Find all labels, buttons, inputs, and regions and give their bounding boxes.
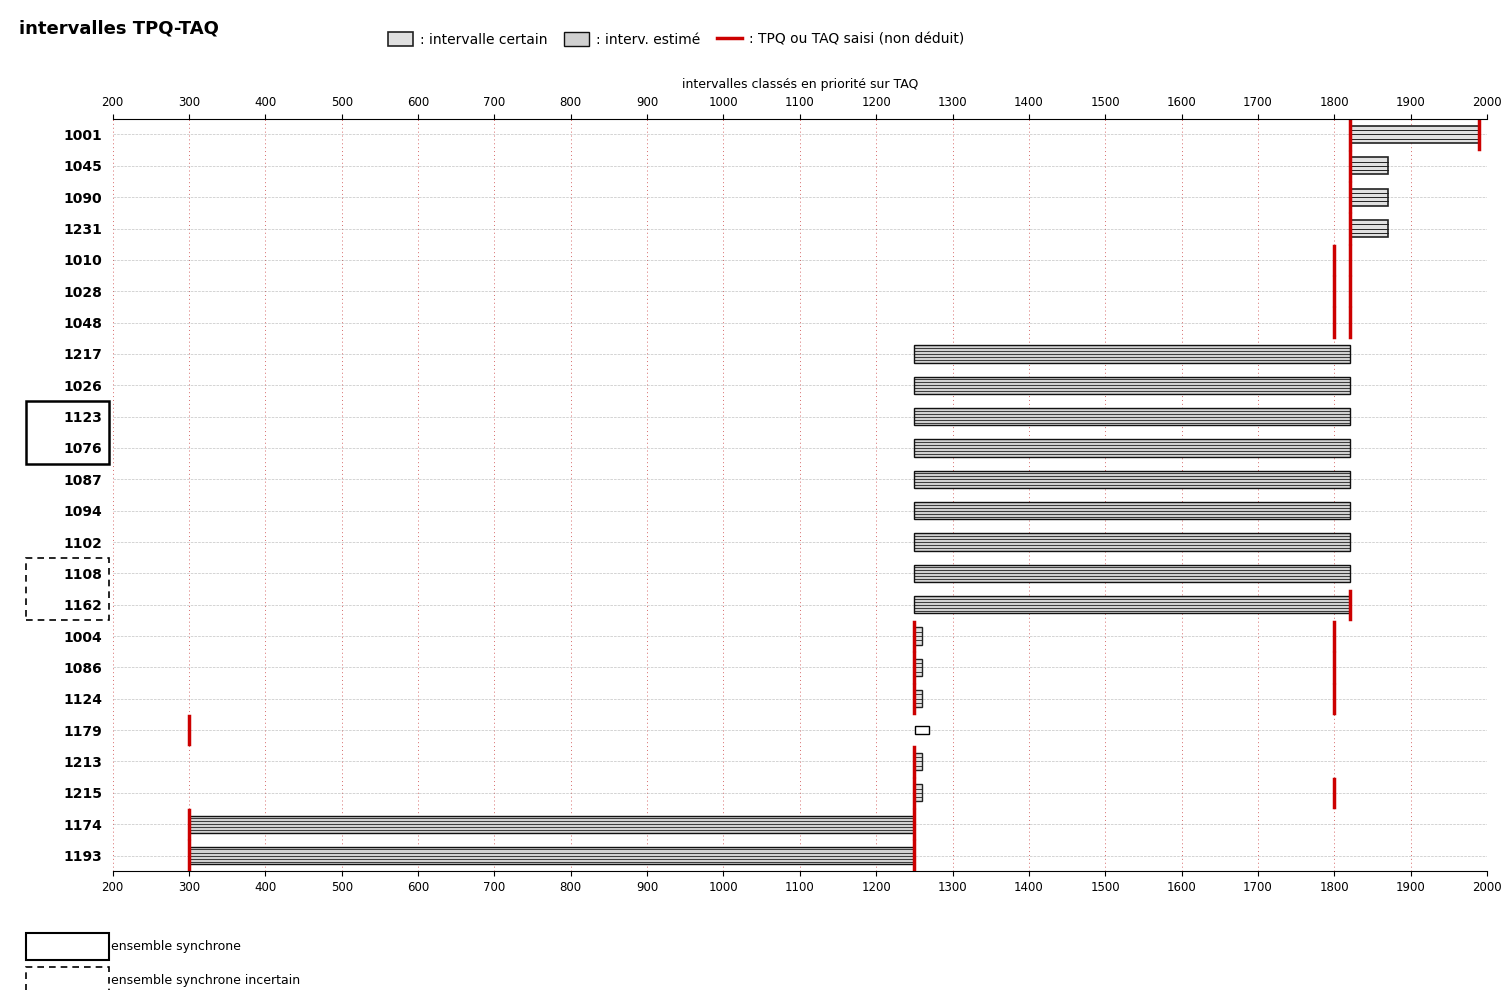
Bar (915, 440, 1350, 456)
Bar (26, 967, 108, 990)
Bar (915, 534, 1350, 550)
Bar (915, 784, 922, 802)
Bar (915, 752, 922, 770)
Bar (915, 346, 1350, 362)
X-axis label: intervalles classés en priorité sur TAQ: intervalles classés en priorité sur TAQ (682, 78, 918, 91)
Bar (915, 596, 1350, 614)
Bar (189, 846, 915, 864)
Text: ensemble synchrone: ensemble synchrone (111, 940, 242, 953)
Bar (915, 628, 922, 644)
Bar (1350, 126, 1479, 144)
Text: ensemble synchrone incertain: ensemble synchrone incertain (111, 974, 300, 987)
Bar (915, 376, 1350, 394)
Bar (915, 470, 1350, 488)
Bar (1350, 220, 1388, 238)
Text: intervalles TPQ-TAQ: intervalles TPQ-TAQ (20, 20, 219, 38)
Bar (1350, 157, 1388, 174)
Bar (915, 658, 922, 676)
Bar (26, 933, 108, 960)
Bar (1350, 188, 1388, 206)
Bar (915, 726, 928, 735)
Bar (915, 690, 922, 708)
Bar (189, 816, 915, 833)
Legend: : intervalle certain, : interv. estimé, : TPQ ou TAQ saisi (non déduit): : intervalle certain, : interv. estimé, … (388, 32, 964, 47)
Bar (915, 564, 1350, 582)
Bar (915, 502, 1350, 520)
Bar (915, 408, 1350, 426)
